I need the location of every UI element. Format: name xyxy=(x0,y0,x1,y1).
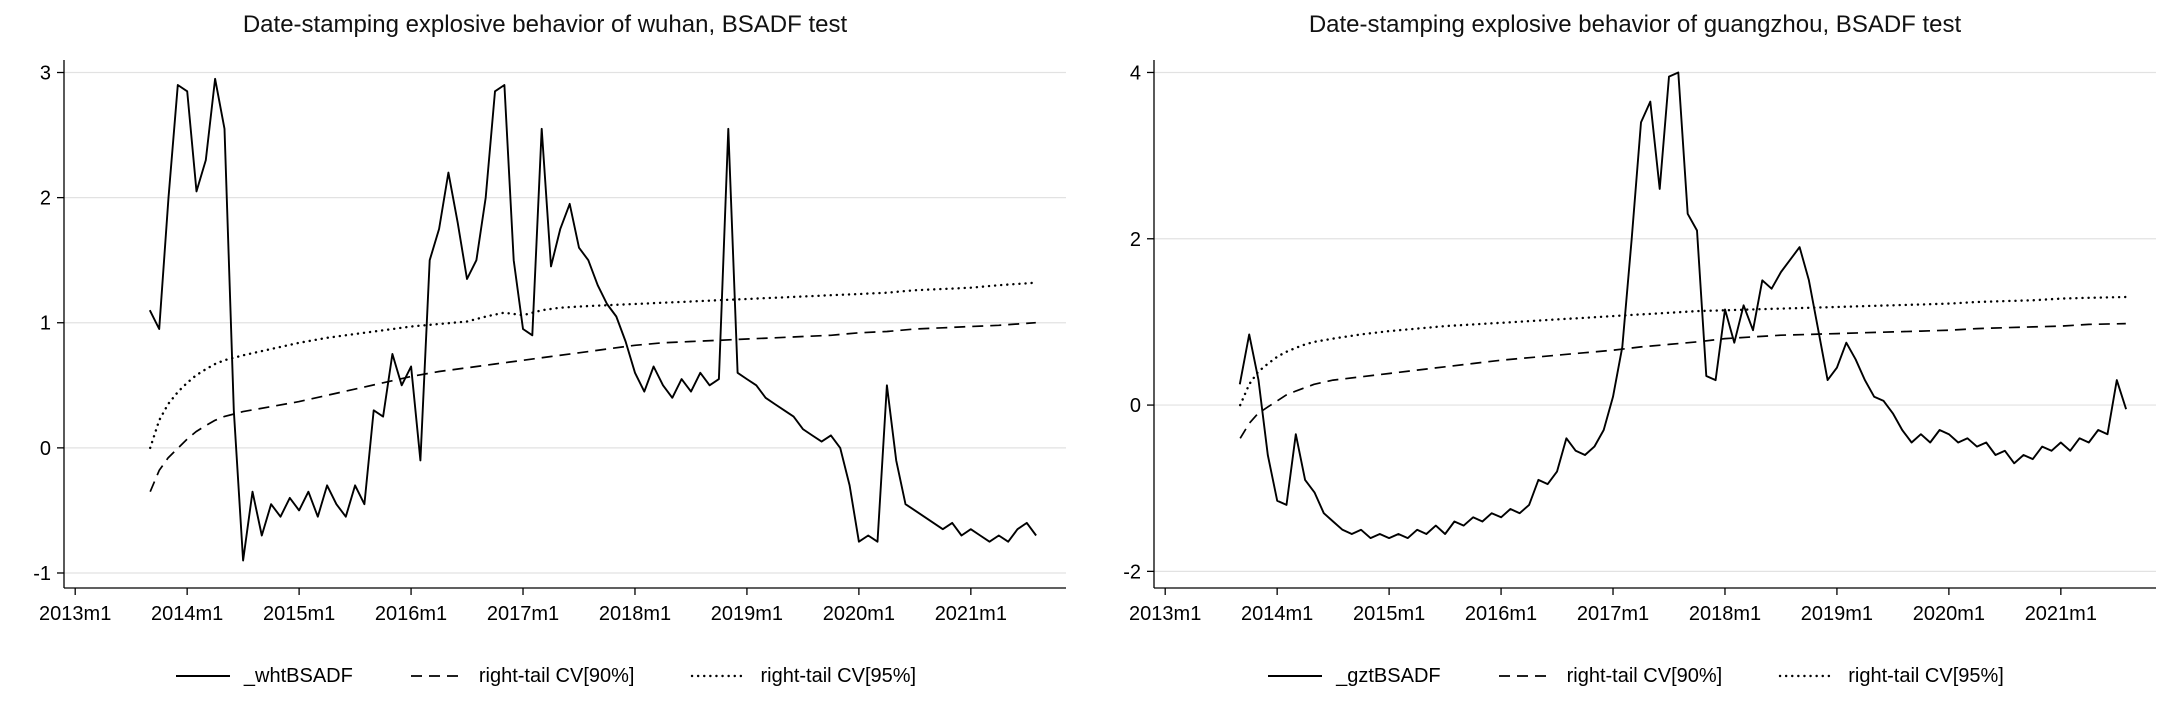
legend-label: right-tail CV[90%] xyxy=(1566,664,1723,687)
legend-guangzhou: _gztBSADF right-tail CV[90%] right-tail … xyxy=(1266,640,2004,712)
x-tick-label: 2017m1 xyxy=(1577,603,1649,625)
chart-wuhan: Date-stamping explosive behavior of wuha… xyxy=(33,11,1066,712)
dashed-line-sample-icon xyxy=(410,675,465,677)
series-dashed-line xyxy=(1239,322,2126,439)
x-tick-label: 2015m1 xyxy=(1353,603,1425,625)
y-tick-label: -2 xyxy=(1123,561,1141,583)
x-tick-label: 2018m1 xyxy=(599,603,671,625)
series-dashed-line xyxy=(149,321,1036,493)
series-solid-line xyxy=(148,77,1037,562)
y-tick-label: 0 xyxy=(40,438,51,460)
x-tick-label: 2021m1 xyxy=(935,603,1007,625)
y-tick-label: 2 xyxy=(40,188,51,210)
legend-item: right-tail CV[90%] xyxy=(409,664,635,688)
series-dotted-line xyxy=(1239,295,2127,407)
series-dotted-line xyxy=(149,281,1037,450)
solid-line-sample-icon xyxy=(175,675,230,677)
x-tick-label: 2016m1 xyxy=(375,603,447,625)
x-tick-label: 2019m1 xyxy=(1801,603,1873,625)
x-tick-label: 2021m1 xyxy=(2025,603,2097,625)
legend-wuhan: _whtBSADF right-tail CV[90%] right-tail … xyxy=(174,640,916,712)
guangzhou-plot-area: -2 0 2 4 2013m1 2014m1 2015m1 2016m1 2017m1 2018m… xyxy=(1123,60,2156,625)
legend-item: _whtBSADF xyxy=(174,665,353,688)
x-tick-label: 2016m1 xyxy=(1465,603,1537,625)
solid-line-sample-icon xyxy=(1268,675,1323,677)
wuhan-plot-area: -1 0 1 2 3 2013m1 2014m1 2015m1 2016m1 2017m1 2018… xyxy=(33,60,1066,625)
y-tick-label: 0 xyxy=(1130,395,1141,417)
x-tick-label: 2015m1 xyxy=(263,603,335,625)
legend-item: _gztBSADF xyxy=(1266,664,1441,688)
dashed-line-sample-icon xyxy=(1498,675,1553,677)
x-tick-label: 2014m1 xyxy=(151,603,223,625)
chart-guangzhou: Date-stamping explosive behavior of guan… xyxy=(1090,0,2180,726)
chart-title-guangzhou: Date-stamping explosive behavior of guan… xyxy=(1308,11,1962,38)
x-tick-label: 2013m1 xyxy=(39,603,111,625)
y-tick-label: -1 xyxy=(33,563,51,585)
y-tick-label: 1 xyxy=(40,313,51,335)
legend-item: right-tail CV[90%] xyxy=(1497,664,1723,688)
x-tick-label: 2020m1 xyxy=(1913,603,1985,625)
x-tick-label: 2020m1 xyxy=(823,603,895,625)
dotted-line-sample-icon xyxy=(691,674,748,678)
x-tick-label: 2017m1 xyxy=(487,603,559,625)
x-tick-label: 2019m1 xyxy=(711,603,783,625)
legend-item: right-tail CV[95%] xyxy=(1778,665,2004,688)
y-tick-label: 3 xyxy=(40,63,51,85)
chart-title-wuhan: Date-stamping explosive behavior of wuha… xyxy=(242,11,848,38)
x-tick-label: 2013m1 xyxy=(1129,603,1201,625)
series-solid-line xyxy=(1238,71,2128,540)
legend-label: right-tail CV[95%] xyxy=(1848,664,2004,687)
y-tick-label: 2 xyxy=(1130,229,1141,251)
x-tick-label: 2018m1 xyxy=(1689,603,1761,625)
legend-label: right-tail CV[95%] xyxy=(760,664,917,687)
x-tick-label: 2014m1 xyxy=(1241,603,1313,625)
legend-item: right-tail CV[95%] xyxy=(690,665,916,688)
legend-label: right-tail CV[90%] xyxy=(478,664,635,687)
y-tick-label: 4 xyxy=(1130,62,1141,84)
legend-label: _gztBSADF xyxy=(1336,664,1441,687)
dotted-line-sample-icon xyxy=(1779,674,1836,678)
legend-label: _whtBSADF xyxy=(243,664,353,687)
